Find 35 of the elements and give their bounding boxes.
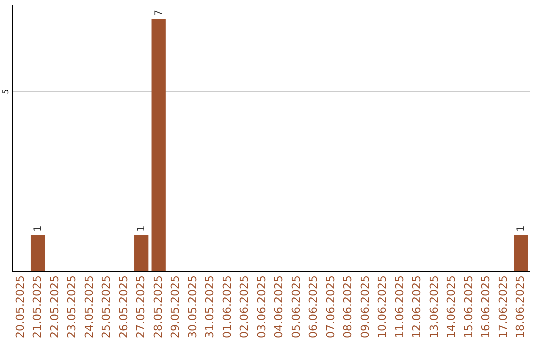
x-tick-label: 06.06.2025	[307, 276, 320, 338]
x-tick-label: 14.06.2025	[445, 276, 458, 338]
x-tick-label: 12.06.2025	[410, 276, 424, 338]
x-tick-label: 27.05.2025	[134, 276, 148, 338]
x-tick-label: 11.06.2025	[393, 276, 406, 338]
data-label: 1	[136, 226, 148, 232]
x-tick-label: 15.06.2025	[462, 276, 476, 338]
x-tick-label: 01.06.2025	[220, 276, 234, 338]
x-tick-label: 02.06.2025	[238, 276, 252, 338]
data-label: 7	[154, 10, 165, 16]
x-tick-label: 29.05.2025	[169, 276, 182, 338]
data-label: 1	[33, 226, 44, 232]
x-tick-label: 24.05.2025	[82, 276, 96, 338]
x-tick-label: 09.06.2025	[358, 276, 372, 338]
x-tick-label: 13.06.2025	[428, 276, 441, 338]
x-tick-label: 04.06.2025	[272, 276, 286, 338]
x-tick-label: 21.05.2025	[31, 276, 44, 338]
x-tick-label: 28.05.2025	[152, 276, 165, 338]
x-tick-label: 18.06.2025	[514, 276, 528, 338]
x-tick-label: 31.05.2025	[204, 276, 217, 338]
x-tick-label: 30.05.2025	[186, 276, 200, 338]
x-tick-label: 26.05.2025	[117, 276, 130, 338]
x-tick-label: 17.06.2025	[496, 276, 510, 338]
x-tick-label: 07.06.2025	[324, 276, 338, 338]
x-tick-label: 16.06.2025	[480, 276, 493, 338]
x-tick-label: 03.06.2025	[255, 276, 268, 338]
x-tick-label: 05.06.2025	[290, 276, 303, 338]
data-label: 1	[516, 226, 528, 232]
x-tick-label: 23.05.2025	[66, 276, 79, 338]
x-tick-label: 22.05.2025	[48, 276, 62, 338]
x-tick-label: 08.06.2025	[342, 276, 355, 338]
x-tick-label: 10.06.2025	[376, 276, 390, 338]
x-tick-label: 25.05.2025	[100, 276, 114, 338]
x-tick-label: 20.05.2025	[14, 276, 27, 338]
y-tick-label: 5	[2, 89, 10, 94]
